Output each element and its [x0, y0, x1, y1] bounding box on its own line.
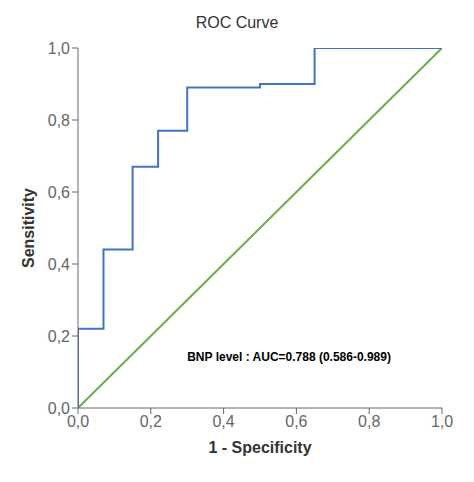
svg-text:0,4: 0,4	[212, 413, 234, 430]
svg-text:0,6: 0,6	[285, 413, 307, 430]
svg-text:0,2: 0,2	[48, 328, 70, 345]
svg-text:1,0: 1,0	[48, 40, 70, 57]
svg-text:1 - Specificity: 1 - Specificity	[208, 439, 311, 456]
svg-text:0,2: 0,2	[140, 413, 162, 430]
svg-text:0,0: 0,0	[48, 400, 70, 417]
svg-text:BNP level : AUC=0.788 (0.586-0: BNP level : AUC=0.788 (0.586-0.989)	[187, 350, 391, 364]
svg-text:Sensitivity: Sensitivity	[20, 188, 37, 268]
svg-text:0,8: 0,8	[358, 413, 380, 430]
html-text:ROC Curve: ROC Curve	[195, 14, 279, 31]
svg-text:0,8: 0,8	[48, 112, 70, 129]
svg-text:0,0: 0,0	[67, 413, 89, 430]
svg-text:1,0: 1,0	[431, 413, 453, 430]
svg-text:0,4: 0,4	[48, 256, 70, 273]
svg-text:0,6: 0,6	[48, 184, 70, 201]
